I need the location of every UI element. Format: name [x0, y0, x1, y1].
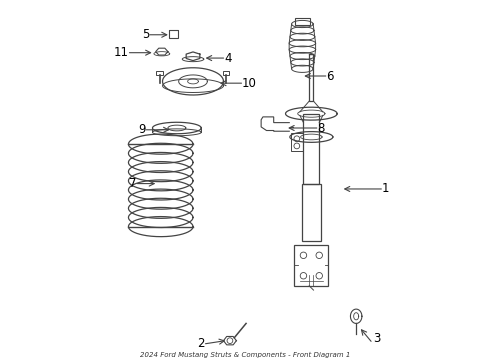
Bar: [303, 114, 319, 184]
Text: 2024 Ford Mustang Struts & Components - Front Diagram 1: 2024 Ford Mustang Struts & Components - …: [140, 351, 350, 357]
Bar: [223, 71, 229, 75]
Text: 9: 9: [138, 123, 146, 136]
Text: 1: 1: [382, 183, 390, 195]
Bar: [295, 18, 310, 25]
Text: 4: 4: [224, 51, 232, 64]
Text: 8: 8: [318, 122, 325, 135]
Text: 5: 5: [142, 28, 149, 41]
Text: 3: 3: [373, 332, 380, 345]
Bar: [294, 244, 328, 286]
Bar: [309, 54, 314, 101]
Bar: [302, 184, 320, 241]
Text: 2: 2: [197, 337, 205, 350]
Text: 10: 10: [242, 77, 257, 90]
Text: 6: 6: [326, 69, 334, 82]
Text: 7: 7: [129, 177, 137, 190]
Bar: [169, 30, 177, 38]
Text: 11: 11: [114, 46, 129, 59]
Bar: [156, 71, 163, 75]
